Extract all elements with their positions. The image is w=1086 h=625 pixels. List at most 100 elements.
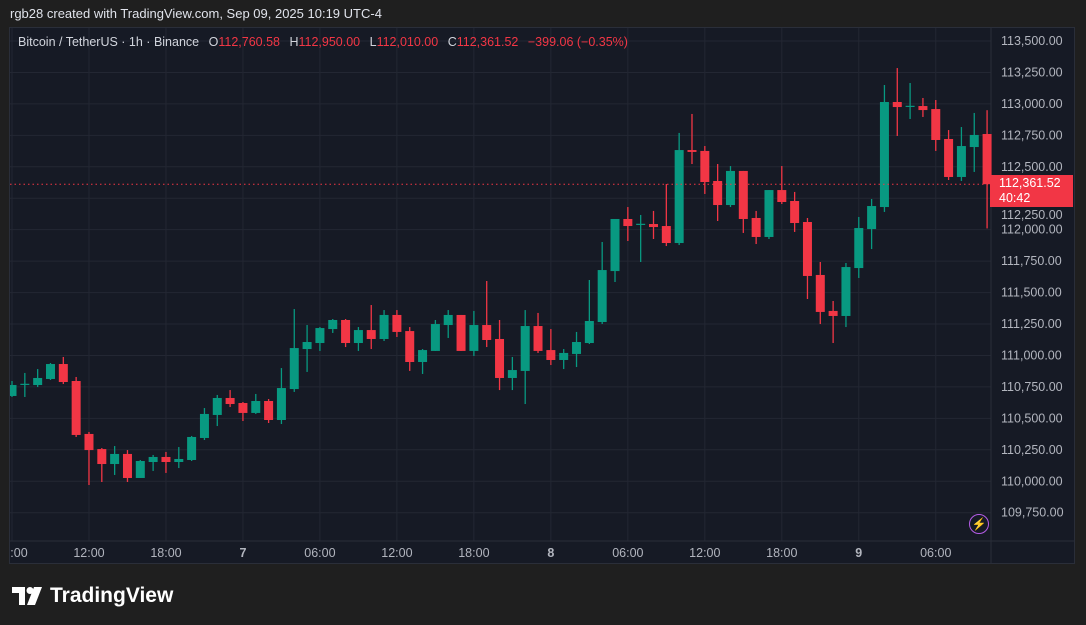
price-axis-label: 112,000.00 (1001, 223, 1063, 237)
candle-body-down (892, 102, 902, 108)
candle-body-down (623, 218, 633, 227)
candle-body-up (443, 314, 453, 326)
candle-body-down (931, 109, 941, 140)
candle-body-down (225, 397, 235, 405)
candle-body-up (302, 342, 312, 350)
candle-body-up (879, 102, 889, 208)
ohlc-legend: Bitcoin / TetherUS · 1h · Binance O112,7… (18, 35, 628, 49)
brand-name: TradingView (50, 584, 174, 607)
candle-body-up (251, 401, 261, 413)
candle-body-up (841, 267, 851, 316)
candle-body-down (533, 326, 543, 351)
price-axis-label: 112,500.00 (1001, 160, 1063, 174)
candle-body-down (456, 314, 466, 351)
change-value: −399.06 (−0.35%) (527, 35, 628, 49)
candle-body-down (700, 150, 710, 183)
last-price-label: 112,361.52 40:42 (990, 175, 1073, 207)
candle-body-up (969, 134, 979, 148)
price-axis-label: 112,750.00 (1001, 128, 1063, 142)
candle-body-down (815, 274, 825, 312)
candle-body-up (674, 150, 684, 244)
lightning-icon[interactable]: ⚡ (969, 514, 989, 534)
price-axis-label: 110,000.00 (1001, 474, 1063, 488)
time-axis-label: 18:00 (150, 546, 181, 560)
candle-body-down (649, 224, 658, 228)
price-axis-label: 111,000.00 (1001, 348, 1062, 362)
time-axis-label: 7 (239, 546, 246, 560)
candle-body-down (546, 350, 556, 360)
time-axis-label: 06:00 (304, 546, 335, 560)
candle-body-down (58, 364, 68, 383)
time-axis-label: 12:00 (73, 546, 104, 560)
price-axis-label: 110,250.00 (1001, 443, 1063, 457)
candle-body-down (495, 338, 505, 378)
candle-body-up (905, 105, 915, 107)
candle-body-down (405, 331, 415, 363)
price-axis-label: 112,250.00 (1001, 208, 1063, 222)
price-axis-label: 111,750.00 (1001, 254, 1062, 268)
time-axis-label: 06:00 (920, 546, 951, 560)
candle-body-up (764, 190, 774, 237)
candle-body-down (161, 456, 171, 463)
bar-countdown: 40:42 (999, 191, 1031, 205)
candle-body-down (918, 106, 928, 111)
close-label: C (447, 35, 457, 49)
candle-body-up (956, 146, 966, 177)
time-axis-label: 18:00 (766, 546, 797, 560)
candle-body-up (725, 170, 735, 206)
price-axis-label: 113,000.00 (1001, 97, 1063, 111)
time-axis-label: 06:00 (612, 546, 643, 560)
candle-body-up (212, 397, 222, 415)
candle-body-up (289, 348, 299, 390)
low-label: L (369, 35, 377, 49)
candle-body-up (559, 352, 569, 360)
time-axis-label: 06:00 (10, 546, 28, 560)
candle-body-down (802, 222, 812, 276)
tradingview-logo-icon (12, 587, 42, 605)
price-axis-label: 113,250.00 (1001, 65, 1063, 79)
time-axis-label: 12:00 (689, 546, 720, 560)
candle-body-up (315, 328, 325, 344)
candle-body-up (110, 453, 120, 465)
candle-body-down (777, 190, 787, 203)
chart-panel[interactable]: 109,750.00 110,000.00 110,250.00 110,500.00… (9, 27, 1075, 564)
time-axis-label: 8 (547, 546, 554, 560)
symbol-label[interactable]: Bitcoin / TetherUS · 1h · Binance (18, 35, 200, 49)
candle-body-up (597, 270, 607, 323)
open-label: O (208, 35, 219, 49)
candle-body-down (751, 217, 761, 237)
candle-body-up (135, 461, 145, 478)
price-axis-label: 110,500.00 (1001, 411, 1063, 425)
candle-body-up (584, 321, 594, 344)
candle-body-down (84, 433, 94, 451)
close-value: 112,361.52 (456, 35, 519, 49)
candle-body-up (20, 383, 30, 385)
candle-body-up (199, 413, 209, 438)
candle-body-down (264, 401, 274, 420)
candle-body-up (610, 218, 620, 272)
price-axis-label: 110,750.00 (1001, 380, 1063, 394)
candle-body-down (713, 181, 723, 206)
candle-body-up (187, 436, 197, 460)
candle-body-up (45, 364, 55, 379)
candle-body-up (328, 319, 338, 330)
candle-body-up (353, 330, 363, 344)
candle-body-up (867, 206, 877, 230)
candle-body-down (944, 138, 954, 177)
open-value: 112,760.58 (218, 35, 280, 49)
price-axis-label: 111,500.00 (1001, 286, 1062, 300)
candle-body-up (469, 325, 479, 351)
price-axis-label: 111,250.00 (1001, 317, 1062, 331)
candle-body-down (238, 403, 248, 413)
candle-body-up (148, 456, 158, 463)
candle-body-up (379, 314, 389, 339)
candle-body-up (854, 228, 864, 269)
candle-body-down (366, 330, 376, 339)
candle-body-down (738, 170, 748, 219)
high-label: H (289, 35, 299, 49)
candlestick-chart[interactable]: 109,750.00 110,000.00 110,250.00 110,500.00… (10, 28, 1075, 564)
candle-body-down (790, 201, 800, 224)
candle-body-down (97, 449, 107, 465)
chart-caption: rgb28 created with TradingView.com, Sep … (10, 6, 382, 21)
candle-body-down (482, 325, 492, 340)
